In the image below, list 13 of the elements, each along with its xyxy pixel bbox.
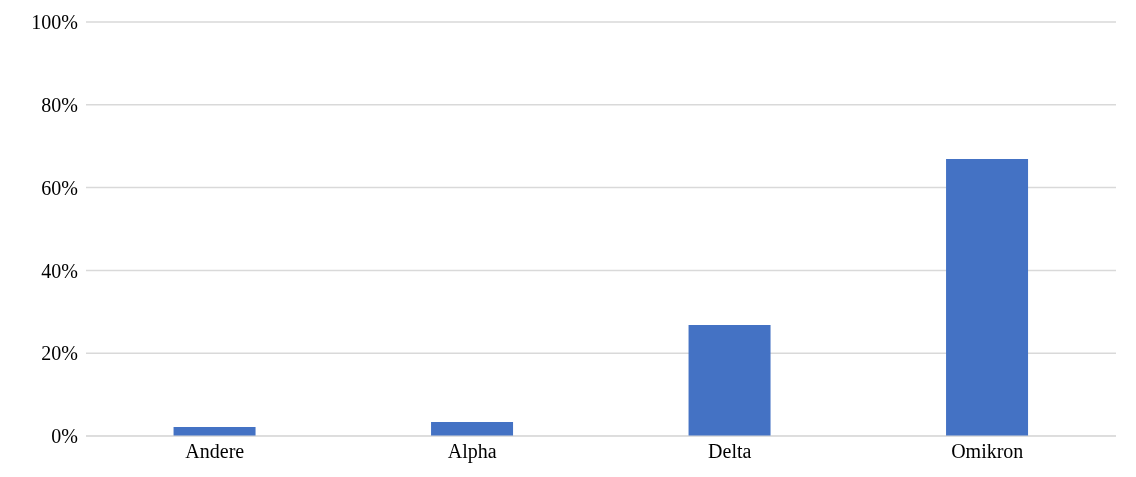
x-tick-label: Alpha xyxy=(447,440,497,464)
y-tick-label: 100% xyxy=(31,11,78,34)
bar xyxy=(431,421,514,436)
x-tick-label: Omikron xyxy=(951,440,1024,463)
y-tick-label: 0% xyxy=(51,425,78,448)
y-tick-label: 40% xyxy=(41,259,78,282)
x-tick-label: Andere xyxy=(185,440,245,463)
y-tick-label: 60% xyxy=(41,176,78,199)
bar xyxy=(688,325,771,436)
y-tick-label: 80% xyxy=(41,93,78,116)
x-tick-label: Delta xyxy=(708,440,752,463)
bar xyxy=(946,159,1029,436)
y-tick-label: 20% xyxy=(41,342,78,365)
